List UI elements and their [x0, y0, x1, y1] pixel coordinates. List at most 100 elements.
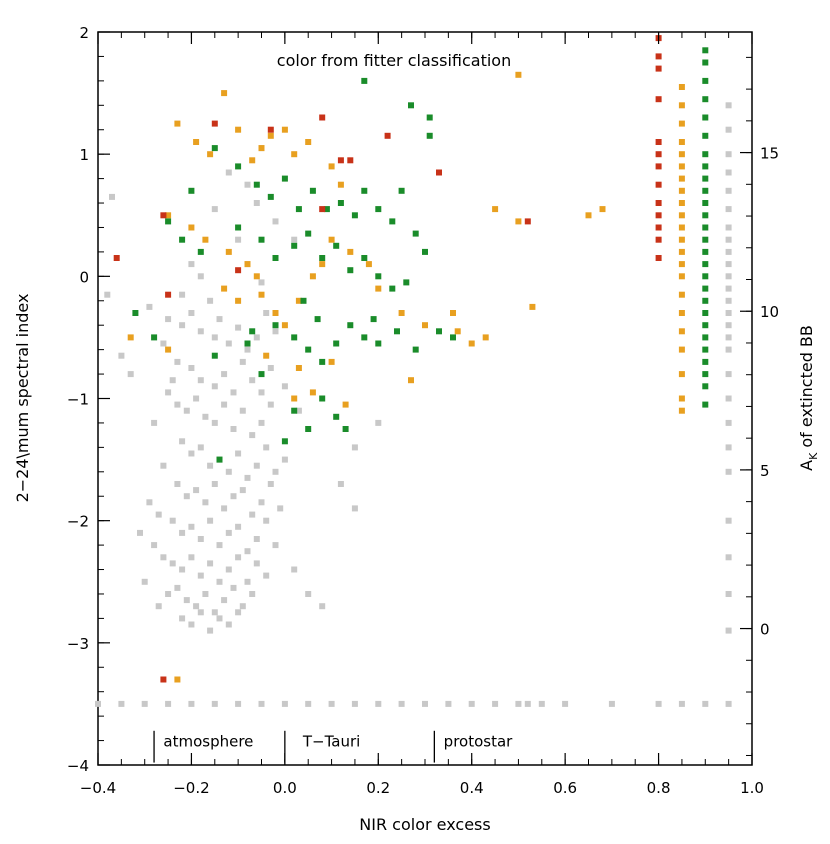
data-point	[305, 426, 312, 432]
data-point	[702, 261, 709, 268]
data-point	[319, 261, 326, 268]
data-point	[328, 700, 335, 707]
data-point	[179, 291, 186, 298]
data-point	[258, 236, 265, 243]
y-axis-label: 2−24\mum spectral index	[13, 294, 32, 503]
data-point	[375, 273, 382, 280]
data-point	[188, 187, 195, 194]
data-point	[267, 126, 274, 133]
data-point	[702, 47, 709, 54]
data-point	[725, 419, 732, 426]
data-point	[127, 334, 134, 341]
data-point	[160, 554, 167, 561]
data-point	[95, 700, 101, 707]
data-point	[305, 230, 312, 237]
data-point	[678, 212, 685, 219]
data-point	[225, 529, 232, 536]
data-point	[608, 700, 615, 707]
y2-tick-label: 10	[760, 303, 779, 321]
data-point	[179, 615, 186, 622]
data-point	[328, 163, 335, 170]
data-point	[305, 591, 312, 597]
data-point	[333, 242, 340, 249]
data-point	[169, 517, 176, 524]
data-point	[725, 334, 732, 341]
data-point	[174, 120, 181, 127]
data-point	[267, 481, 274, 487]
data-point	[342, 401, 349, 408]
data-point	[155, 511, 162, 518]
data-point	[492, 700, 499, 707]
y-tick-label: −3	[67, 635, 89, 653]
data-point	[655, 212, 662, 219]
data-point	[183, 493, 190, 500]
data-point	[436, 328, 442, 335]
x-axis: −0.4 −0.2 0.0 0.2 0.4 0.6 0.8 1.0	[80, 32, 764, 797]
data-point	[678, 120, 685, 127]
data-point	[151, 419, 158, 426]
data-point	[263, 310, 270, 316]
data-point	[169, 377, 176, 384]
region-label: protostar	[444, 733, 513, 751]
data-point	[249, 432, 256, 439]
data-point	[361, 77, 368, 84]
data-point	[725, 444, 732, 451]
data-point	[291, 407, 298, 414]
data-point	[197, 572, 204, 579]
data-point	[702, 322, 709, 329]
data-point	[291, 395, 298, 402]
data-point	[394, 328, 400, 335]
data-point	[183, 597, 190, 604]
y-tick-label: −1	[67, 391, 89, 409]
data-point	[230, 584, 237, 591]
data-point	[384, 132, 391, 139]
data-point	[272, 322, 279, 329]
data-point	[118, 700, 125, 707]
data-point	[174, 401, 181, 408]
data-point	[230, 389, 237, 396]
data-point	[702, 224, 709, 231]
x-tick-label: 1.0	[740, 779, 764, 797]
data-point	[361, 255, 368, 261]
data-point	[239, 358, 246, 365]
data-point	[258, 419, 265, 426]
data-point	[211, 206, 218, 213]
data-point	[277, 505, 284, 512]
x-tick-label: 0.0	[273, 779, 297, 797]
data-point	[235, 450, 242, 457]
y2-axis: 0 5 10 15	[740, 56, 779, 756]
data-point	[207, 560, 214, 567]
data-point	[188, 700, 195, 707]
data-point	[239, 603, 246, 610]
data-point	[702, 236, 709, 243]
data-point	[725, 700, 732, 707]
data-point	[328, 236, 335, 243]
data-point	[267, 365, 274, 371]
data-point	[678, 407, 685, 414]
data-point	[702, 310, 709, 316]
data-point	[221, 597, 228, 604]
data-point	[515, 700, 522, 707]
data-point	[258, 371, 265, 378]
data-point	[235, 224, 242, 231]
data-point	[702, 346, 709, 353]
data-point	[389, 218, 396, 225]
data-point	[165, 700, 172, 707]
data-point	[193, 487, 200, 494]
data-point	[281, 175, 288, 182]
data-point	[678, 273, 685, 280]
data-point	[188, 261, 195, 268]
data-point	[291, 334, 298, 341]
data-point	[702, 273, 709, 280]
data-point	[151, 542, 158, 549]
x-tick-label: 0.8	[647, 779, 671, 797]
data-point	[225, 566, 232, 573]
y-tick-label: 2	[79, 24, 89, 42]
data-point	[235, 700, 242, 707]
data-point	[179, 236, 186, 243]
data-point	[678, 151, 685, 158]
y-axis: −4 −3 −2 −1 0 1 2	[67, 24, 110, 775]
y2-tick-label: 0	[760, 621, 770, 639]
data-point	[300, 297, 307, 304]
data-point	[678, 328, 685, 335]
